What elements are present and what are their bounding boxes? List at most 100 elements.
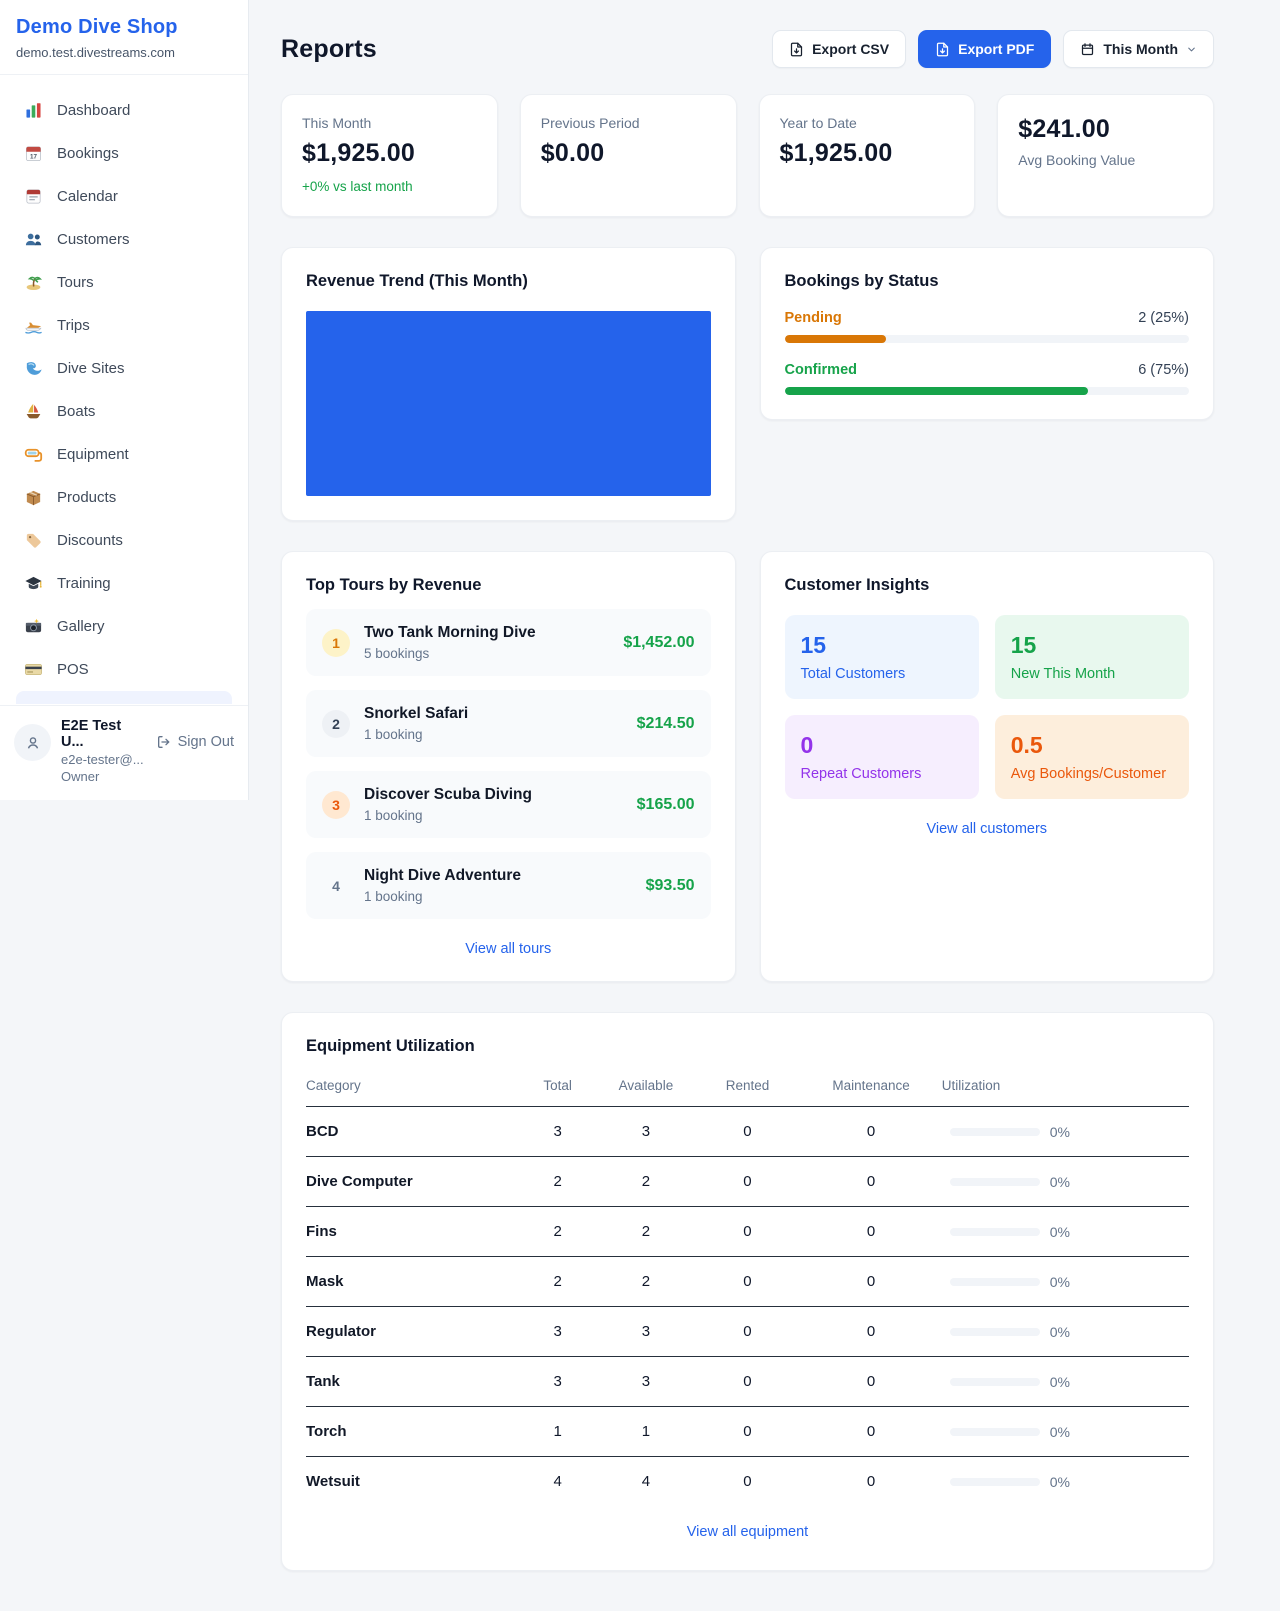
wave-icon <box>24 359 43 378</box>
sidebar-item-label: Equipment <box>57 446 129 463</box>
camera-icon <box>24 617 43 636</box>
package-icon <box>24 488 43 507</box>
confirmed-bar-fill <box>784 387 1088 395</box>
insight-tile-new-this-month: 15 New This Month <box>994 615 1189 699</box>
top-tours-title: Top Tours by Revenue <box>306 576 482 594</box>
utilization-bar <box>949 1177 1040 1186</box>
stat-delta: +0% vs last month <box>302 179 413 194</box>
sidebar-item-label: Tours <box>57 274 94 291</box>
utilization-bar <box>949 1427 1040 1436</box>
tour-row[interactable]: 1 Two Tank Morning Dive 5 bookings $1,45… <box>306 609 711 676</box>
equipment-table: Category Total Available Rented Maintena… <box>306 1066 1189 1506</box>
svg-text:17: 17 <box>30 153 37 160</box>
rank-badge: 2 <box>322 709 350 738</box>
sidebar-item-customers[interactable]: Customers <box>8 218 240 261</box>
revenue-trend-title: Revenue Trend (This Month) <box>306 272 528 290</box>
sidebar-item-label: Discounts <box>57 532 123 549</box>
table-row: Dive Computer 2 2 0 0 0% <box>306 1156 1189 1207</box>
table-row: Fins 2 2 0 0 0% <box>306 1206 1189 1257</box>
user-name: E2E Test U... <box>61 718 122 750</box>
avatar <box>14 724 51 761</box>
file-export-icon <box>936 42 949 56</box>
sidebar-item-dashboard[interactable]: Dashboard <box>8 89 240 132</box>
sailboat-icon <box>24 402 43 421</box>
revenue-trend-chart <box>306 311 711 496</box>
period-select[interactable]: This Month <box>1063 30 1214 68</box>
sidebar-item-dive-sites[interactable]: Dive Sites <box>8 347 240 390</box>
sidebar-item-calendar[interactable]: Calendar <box>8 175 240 218</box>
sidebar-item-label: Training <box>57 575 111 592</box>
stat-card-previous-period: Previous Period $0.00 <box>519 94 737 217</box>
stat-card-year-to-date: Year to Date $1,925.00 <box>758 94 976 217</box>
sidebar-item-reports-active[interactable] <box>16 691 232 704</box>
file-export-icon <box>790 42 803 56</box>
table-row: Torch 1 1 0 0 0% <box>306 1406 1189 1457</box>
sidebar-item-equipment[interactable]: Equipment <box>8 433 240 476</box>
sign-out-button[interactable]: Sign Out <box>156 734 234 750</box>
confirmed-bar-track <box>784 387 1189 395</box>
calendar-pad-icon <box>24 187 43 206</box>
table-row: Wetsuit 4 4 0 0 0% <box>306 1473 1070 1490</box>
user-email: e2e-tester@... <box>61 752 144 767</box>
export-pdf-button[interactable]: Export PDF <box>918 30 1052 68</box>
table-row: Regulator 3 3 0 0 0% <box>306 1306 1189 1357</box>
sidebar: Demo Dive Shop demo.test.divestreams.com… <box>0 0 249 800</box>
sign-out-icon <box>157 736 169 748</box>
top-tours-card: Top Tours by Revenue 1 Two Tank Morning … <box>281 551 736 982</box>
calendar-icon <box>1082 42 1094 55</box>
rank-badge: 4 <box>332 877 340 894</box>
sidebar-item-label: Trips <box>57 317 90 334</box>
insight-tile-avg-bookings: 0.5 Avg Bookings/Customer <box>994 715 1189 799</box>
utilization-bar <box>949 1327 1040 1336</box>
status-row-confirmed: Confirmed 6 (75%) <box>784 362 1189 395</box>
sidebar-item-trips[interactable]: Trips <box>8 304 240 347</box>
customer-insights-title: Customer Insights <box>784 576 930 594</box>
sidebar-item-label: Products <box>57 489 117 506</box>
export-csv-button[interactable]: Export CSV <box>772 30 907 68</box>
sidebar-item-boats[interactable]: Boats <box>8 390 240 433</box>
rank-badge: 3 <box>322 790 350 819</box>
sidebar-item-training[interactable]: Training <box>8 562 240 605</box>
graduation-cap-icon <box>24 574 43 593</box>
pending-bar-track <box>784 335 1189 343</box>
insight-tile-total-customers: 15 Total Customers <box>784 615 979 699</box>
stat-card-this-month: This Month $1,925.00 +0% vs last month <box>281 94 498 217</box>
chevron-down-icon <box>1188 47 1195 51</box>
sidebar-item-discounts[interactable]: Discounts <box>8 519 240 562</box>
equipment-utilization-card: Equipment Utilization Category Total Ava… <box>281 1012 1214 1571</box>
view-all-equipment-link[interactable]: View all equipment <box>686 1524 809 1540</box>
dive-mask-icon <box>24 445 43 464</box>
tour-row[interactable]: 4 Night Dive Adventure 1 booking $93.50 <box>306 852 711 919</box>
sidebar-item-pos[interactable]: POS <box>8 648 240 691</box>
utilization-bar <box>949 1377 1040 1386</box>
sidebar-item-gallery[interactable]: Gallery <box>8 605 240 648</box>
user-role: Owner <box>61 769 100 784</box>
shop-name: Demo Dive Shop <box>16 16 178 38</box>
customer-insights-card: Customer Insights 15 Total Customers 15 … <box>759 551 1214 982</box>
sidebar-item-tours[interactable]: Tours <box>8 261 240 304</box>
sidebar-item-label: Customers <box>57 231 130 248</box>
bookings-by-status-card: Bookings by Status Pending 2 (25%) Confi… <box>759 247 1214 420</box>
tour-row[interactable]: 3 Discover Scuba Diving 1 booking $165.0… <box>306 771 711 838</box>
sidebar-item-label: Dive Sites <box>57 360 125 377</box>
sidebar-item-bookings[interactable]: 17 Bookings <box>8 132 240 175</box>
utilization-bar <box>949 1127 1040 1136</box>
view-all-tours-link[interactable]: View all tours <box>465 941 552 957</box>
sidebar-item-label: Gallery <box>57 618 105 635</box>
view-all-customers-link[interactable]: View all customers <box>926 821 1048 837</box>
utilization-bar <box>949 1227 1040 1236</box>
user-section: E2E Test U... e2e-tester@... Owner Sign … <box>0 705 248 800</box>
sidebar-item-products[interactable]: Products <box>8 476 240 519</box>
table-row: BCD 3 3 0 0 0% <box>306 1106 1189 1157</box>
sidebar-item-label: POS <box>57 661 89 678</box>
pending-bar-fill <box>784 335 886 343</box>
calendar-date-icon: 17 <box>24 144 43 163</box>
island-icon <box>24 273 43 292</box>
tour-row[interactable]: 2 Snorkel Safari 1 booking $214.50 <box>306 690 711 757</box>
rank-badge: 1 <box>322 628 350 657</box>
sidebar-item-label: Calendar <box>57 188 118 205</box>
sidebar-item-label: Boats <box>57 403 96 420</box>
insight-tile-repeat-customers: 0 Repeat Customers <box>784 715 979 799</box>
sidebar-nav: Dashboard 17 Bookings Calendar Customers… <box>0 75 248 705</box>
page-title: Reports <box>281 34 377 63</box>
